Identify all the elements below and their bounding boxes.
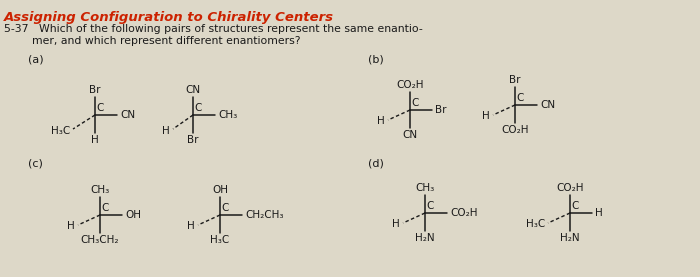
Text: 5-37   Which of the following pairs of structures represent the same enantio-: 5-37 Which of the following pairs of str…: [4, 24, 423, 34]
Text: CH₃: CH₃: [218, 110, 237, 120]
Text: CO₂H: CO₂H: [556, 183, 584, 193]
Text: Br: Br: [510, 75, 521, 85]
Text: CN: CN: [186, 85, 201, 95]
Text: CO₂H: CO₂H: [501, 125, 528, 135]
Text: H: H: [482, 111, 490, 121]
Text: CH₃CH₂: CH₃CH₂: [80, 235, 119, 245]
Text: CO₂H: CO₂H: [450, 208, 477, 218]
Text: H₃C: H₃C: [526, 219, 545, 229]
Text: H: H: [162, 126, 170, 136]
Text: H: H: [91, 135, 99, 145]
Text: C: C: [411, 98, 419, 108]
Text: Br: Br: [435, 105, 447, 115]
Text: Assigning Configuration to Chirality Centers: Assigning Configuration to Chirality Cen…: [4, 11, 334, 24]
Text: H: H: [595, 208, 603, 218]
Text: CO₂H: CO₂H: [396, 80, 424, 90]
Text: C: C: [101, 203, 108, 213]
Text: OH: OH: [212, 185, 228, 195]
Text: (c): (c): [28, 158, 43, 168]
Text: C: C: [194, 103, 202, 113]
Text: H₂N: H₂N: [415, 233, 435, 243]
Text: CH₂CH₃: CH₂CH₃: [245, 210, 284, 220]
Text: H₃C: H₃C: [50, 126, 70, 136]
Text: mer, and which represent different enantiomers?: mer, and which represent different enant…: [4, 36, 300, 46]
Text: OH: OH: [125, 210, 141, 220]
Text: CN: CN: [402, 130, 418, 140]
Text: C: C: [571, 201, 578, 211]
Text: H₃C: H₃C: [211, 235, 230, 245]
Text: CN: CN: [540, 100, 555, 110]
Text: CH₃: CH₃: [415, 183, 435, 193]
Text: C: C: [426, 201, 433, 211]
Text: H: H: [67, 221, 75, 231]
Text: C: C: [96, 103, 104, 113]
Text: (a): (a): [28, 55, 43, 65]
Text: (b): (b): [368, 55, 384, 65]
Text: H: H: [188, 221, 195, 231]
Text: H: H: [392, 219, 400, 229]
Text: C: C: [221, 203, 228, 213]
Text: (d): (d): [368, 158, 384, 168]
Text: CH₃: CH₃: [90, 185, 110, 195]
Text: CN: CN: [120, 110, 135, 120]
Text: Br: Br: [90, 85, 101, 95]
Text: H₂N: H₂N: [560, 233, 580, 243]
Text: C: C: [516, 93, 524, 103]
Text: Br: Br: [188, 135, 199, 145]
Text: H: H: [377, 116, 385, 126]
